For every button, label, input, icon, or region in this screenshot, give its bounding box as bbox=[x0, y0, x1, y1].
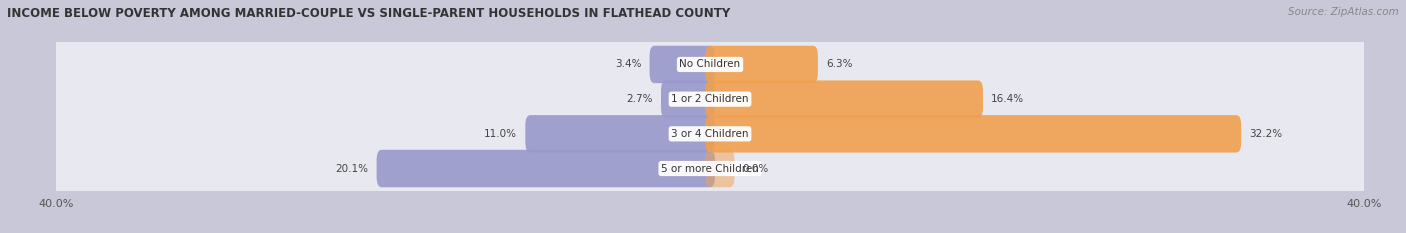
FancyBboxPatch shape bbox=[650, 46, 714, 83]
FancyBboxPatch shape bbox=[55, 37, 1365, 92]
FancyBboxPatch shape bbox=[55, 141, 1365, 196]
FancyBboxPatch shape bbox=[55, 72, 1365, 127]
Text: 16.4%: 16.4% bbox=[991, 94, 1025, 104]
FancyBboxPatch shape bbox=[55, 106, 1365, 161]
FancyBboxPatch shape bbox=[661, 80, 714, 118]
Text: 11.0%: 11.0% bbox=[484, 129, 517, 139]
FancyBboxPatch shape bbox=[706, 80, 983, 118]
Text: No Children: No Children bbox=[679, 59, 741, 69]
FancyBboxPatch shape bbox=[706, 150, 734, 187]
Text: 2.7%: 2.7% bbox=[626, 94, 652, 104]
Text: 32.2%: 32.2% bbox=[1250, 129, 1282, 139]
Text: 20.1%: 20.1% bbox=[336, 164, 368, 174]
Text: 1 or 2 Children: 1 or 2 Children bbox=[671, 94, 749, 104]
Text: 3 or 4 Children: 3 or 4 Children bbox=[671, 129, 749, 139]
Text: 5 or more Children: 5 or more Children bbox=[661, 164, 759, 174]
Text: Source: ZipAtlas.com: Source: ZipAtlas.com bbox=[1288, 7, 1399, 17]
FancyBboxPatch shape bbox=[706, 46, 818, 83]
Text: INCOME BELOW POVERTY AMONG MARRIED-COUPLE VS SINGLE-PARENT HOUSEHOLDS IN FLATHEA: INCOME BELOW POVERTY AMONG MARRIED-COUPL… bbox=[7, 7, 730, 20]
Text: 0.0%: 0.0% bbox=[742, 164, 769, 174]
FancyBboxPatch shape bbox=[526, 115, 714, 153]
Text: 3.4%: 3.4% bbox=[614, 59, 641, 69]
FancyBboxPatch shape bbox=[377, 150, 714, 187]
FancyBboxPatch shape bbox=[706, 115, 1241, 153]
Text: 6.3%: 6.3% bbox=[827, 59, 852, 69]
